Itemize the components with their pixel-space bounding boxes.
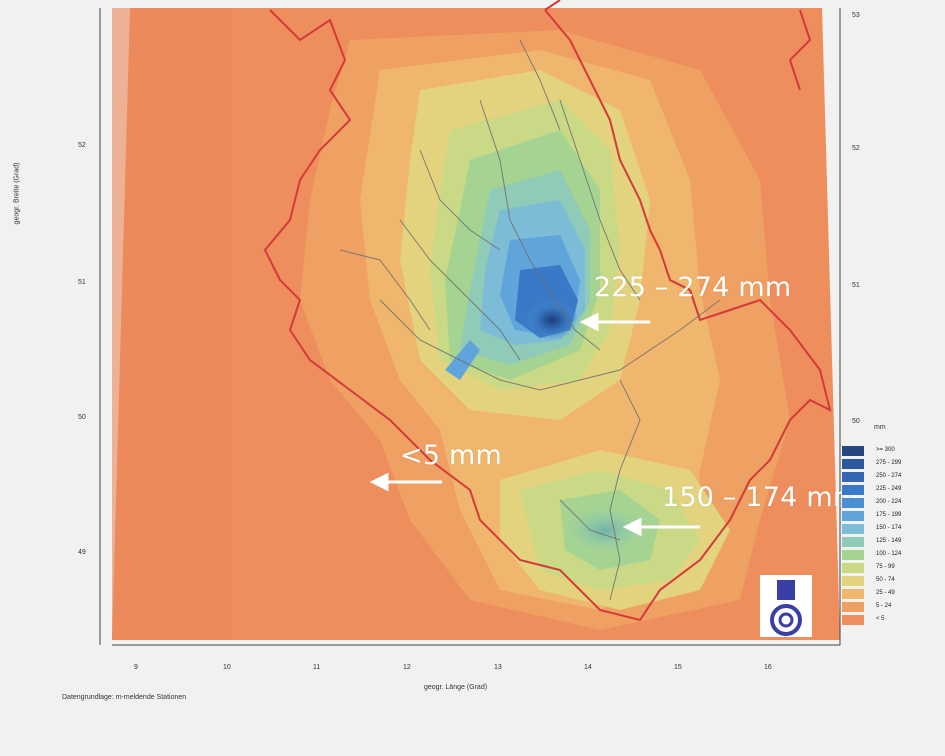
lat-tick-right: 53 [852,12,860,19]
lon-tick: 12 [403,664,411,671]
lon-tick: 9 [134,664,138,671]
zone-150-174-south [567,508,643,552]
legend-label: 200 - 224 [876,499,902,505]
legend-class: 100 - 124 [842,550,932,560]
legend-label: < 5 [876,616,885,622]
data-source-label: Datengrundlage: m-meldende Stationen [62,694,187,701]
lat-tick-right: 52 [852,145,860,152]
legend-class: >= 300 [842,446,932,456]
legend-label: 5 - 24 [876,603,892,609]
legend-swatch [842,498,864,508]
legend-swatch [842,472,864,482]
legend-swatch [842,589,864,599]
legend-label: >= 300 [876,447,895,453]
legend-label: 250 - 274 [876,473,902,479]
legend-class: 125 - 149 [842,537,932,547]
legend-class: 150 - 174 [842,524,932,534]
legend-swatch [842,446,864,456]
x-axis-label: geogr. Länge (Grad) [424,684,488,691]
legend-swatch [842,550,864,560]
legend-unit: mm [874,424,886,431]
legend-label: 175 - 199 [876,512,902,518]
legend-label: 50 - 74 [876,577,895,583]
frame-axes [99,8,841,646]
legend-label: 100 - 124 [876,551,902,557]
legend-class: 250 - 274 [842,472,932,482]
lon-tick: 15 [674,664,682,671]
legend-swatch [842,576,864,586]
lon-tick: 14 [584,664,592,671]
legend-class: < 5 [842,615,932,625]
catchment-border [263,9,832,622]
legend-swatch [842,511,864,521]
legend-class: 75 - 99 [842,563,932,573]
map-field-left-shade [112,8,232,640]
lon-tick: 10 [223,664,231,671]
legend-class: 50 - 74 [842,576,932,586]
lon-tick: 16 [764,664,772,671]
legend-swatch [842,537,864,547]
legend-class: 225 - 249 [842,485,932,495]
legend-class: 200 - 224 [842,498,932,508]
lat-tick: 50 [78,414,86,421]
lon-tick: 11 [313,664,321,671]
y-axis-label: geogr. Breite (Grad) [13,162,21,225]
legend-class: 25 - 49 [842,589,932,599]
legend-swatch [842,602,864,612]
lat-tick: 51 [78,279,86,286]
legend-label: 25 - 49 [876,590,895,596]
legend-swatch [842,563,864,573]
lat-tick-right: 50 [852,418,860,425]
lat-tick: 49 [78,549,86,556]
annotation-min: <5 mm [400,440,502,471]
catchment-border-north [544,0,812,91]
dwd-logo-icon [760,575,812,637]
legend-class: 5 - 24 [842,602,932,612]
lat-tick: 52 [78,142,86,149]
legend-label: 275 - 299 [876,460,902,466]
river-network [339,39,721,601]
annotation-peak: 225 – 274 mm [594,272,792,303]
legend-label: 125 - 149 [876,538,902,544]
legend-swatch [842,459,864,469]
lon-tick: 13 [494,664,502,671]
legend-swatch [842,524,864,534]
annotation-arrows [369,312,700,537]
legend-swatch [842,615,864,625]
legend-label: 150 - 174 [876,525,902,531]
lat-tick-right: 51 [852,282,860,289]
legend-class: 175 - 199 [842,511,932,521]
legend-label: 75 - 99 [876,564,895,570]
zone-peak [526,300,578,340]
legend-class: 275 - 299 [842,459,932,469]
annotation-south: 150 – 174 mm [662,482,860,513]
legend-label: 225 - 249 [876,486,902,492]
zone-west-tongue [445,340,480,380]
legend-swatch [842,485,864,495]
